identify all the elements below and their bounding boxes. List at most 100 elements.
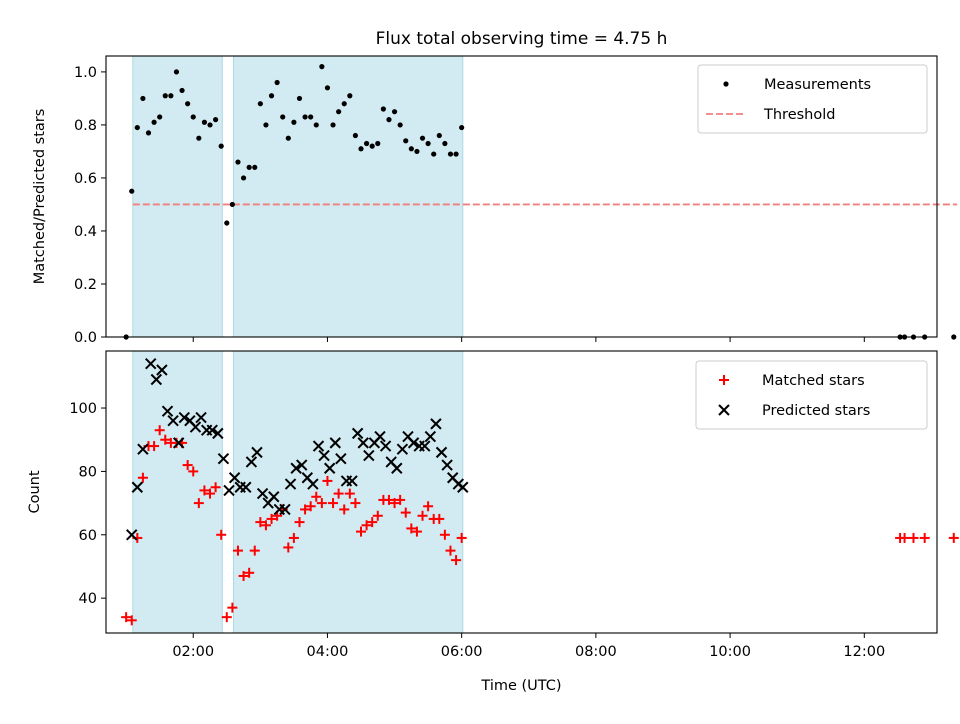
legend-box xyxy=(695,360,928,430)
measurement-point xyxy=(257,101,263,107)
measurement-point xyxy=(375,140,381,147)
predicted-star-point xyxy=(419,440,431,452)
matched-star-point xyxy=(238,570,249,581)
predicted-star-point xyxy=(351,427,364,440)
matched-star-point xyxy=(266,513,277,524)
predicted-star-point xyxy=(137,443,149,455)
matched-star-point xyxy=(948,532,959,543)
measurement-point xyxy=(308,114,314,120)
predicted-star-point xyxy=(312,440,325,452)
matched-star-point xyxy=(260,520,271,531)
matched-star-point xyxy=(908,532,919,543)
measurement-point xyxy=(185,101,191,107)
matched-star-point xyxy=(216,529,227,540)
measurement-point xyxy=(145,130,152,136)
matched-star-point xyxy=(294,517,305,528)
predicted-star-point xyxy=(296,459,308,471)
predicted-star-point xyxy=(318,449,330,462)
predicted-star-point xyxy=(391,462,403,474)
bottom-axes-frame xyxy=(105,350,938,634)
matched-star-point xyxy=(400,507,411,518)
measurement-point xyxy=(296,95,303,102)
top-panel: 0.0 0.2 0.4 0.6 0.8 1.0 Matched/Predicted sta… xyxy=(32,55,958,346)
legend-label: Predicted stars xyxy=(762,403,870,419)
top-y-axis-label: Matched/Predicted stars xyxy=(32,109,48,285)
measurement-point xyxy=(459,124,465,131)
measurement-point xyxy=(414,148,420,155)
predicted-star-point xyxy=(441,459,453,471)
measurement-point xyxy=(201,119,208,125)
x-axis-label: Time (UTC) xyxy=(480,678,561,694)
matched-star-point xyxy=(121,612,132,623)
predicted-star-point xyxy=(189,421,202,433)
measurement-point xyxy=(403,138,409,144)
bottom-legend: Matched stars Predicted stars xyxy=(695,360,928,430)
matched-star-point xyxy=(339,504,350,515)
measurement-point xyxy=(391,109,398,115)
predicted-star-point xyxy=(357,437,369,449)
matched-star-point xyxy=(188,466,199,477)
predicted-star-point xyxy=(256,487,269,500)
predicted-star-point xyxy=(335,453,347,465)
matched-star-point xyxy=(227,602,238,613)
bottom-y-axis-label: Count xyxy=(27,470,43,513)
measurement-point xyxy=(291,119,297,125)
matched-star-point xyxy=(333,488,344,499)
legend-predicted-marker xyxy=(718,404,730,416)
predicted-star-point xyxy=(430,418,442,430)
x-tick-label: 12:00 xyxy=(843,644,885,660)
measurement-point xyxy=(313,122,319,128)
measurement-point xyxy=(252,164,258,170)
measurement-point xyxy=(213,117,219,123)
matched-star-point xyxy=(383,494,394,505)
measurement-point xyxy=(453,151,459,157)
matched-star-point xyxy=(154,425,165,436)
measurement-point xyxy=(129,188,135,194)
matched-star-point xyxy=(149,441,160,452)
measurement-point xyxy=(224,220,230,226)
predicted-star-point xyxy=(424,430,437,443)
matched-star-point xyxy=(423,501,434,512)
x-tick-label: 04:00 xyxy=(307,644,349,660)
measurement-point xyxy=(151,119,157,125)
predicted-star-point xyxy=(195,411,207,424)
predicted-star-point xyxy=(407,437,420,449)
matched-star-point xyxy=(283,542,294,553)
matched-star-point xyxy=(350,498,361,509)
measurement-point xyxy=(168,93,174,99)
measurement-point xyxy=(285,135,291,141)
matched-star-point xyxy=(356,526,367,537)
measurement-point xyxy=(319,64,325,70)
matched-star-point xyxy=(205,488,216,499)
measurement-point xyxy=(358,146,364,152)
measurement-point xyxy=(330,122,336,128)
matched-star-point xyxy=(137,472,148,483)
y-tick-label: 60 xyxy=(79,528,97,544)
measurement-point xyxy=(302,114,308,120)
matched-star-point xyxy=(439,529,450,540)
measurement-point xyxy=(324,85,331,91)
matched-star-point xyxy=(361,520,372,531)
measurement-point xyxy=(140,95,146,102)
measurement-point xyxy=(951,334,957,340)
matched-star-point xyxy=(182,460,193,471)
measurement-point xyxy=(347,93,353,99)
predicted-star-point xyxy=(172,437,185,449)
matched-star-point xyxy=(322,475,333,486)
x-tick-label: 08:00 xyxy=(575,644,617,660)
matched-star-point xyxy=(288,532,299,543)
matched-star-point xyxy=(344,488,355,499)
measurement-point xyxy=(240,175,247,181)
bottom-panel: 40 60 80 100 02:00 04:00 06:00 08:00 10:00 12:00… xyxy=(27,350,959,694)
measurement-point xyxy=(431,151,437,157)
measurement-point xyxy=(380,106,386,112)
legend-label: Threshold xyxy=(763,107,835,123)
predicted-star-point xyxy=(268,491,280,503)
predicted-star-point xyxy=(217,453,230,465)
matched-star-point xyxy=(367,517,378,528)
y-tick-label: 0.0 xyxy=(74,330,97,346)
matched-star-point xyxy=(417,510,428,521)
measurement-point xyxy=(268,93,275,99)
measurement-point xyxy=(363,140,370,147)
predicted-star-point xyxy=(212,427,224,440)
